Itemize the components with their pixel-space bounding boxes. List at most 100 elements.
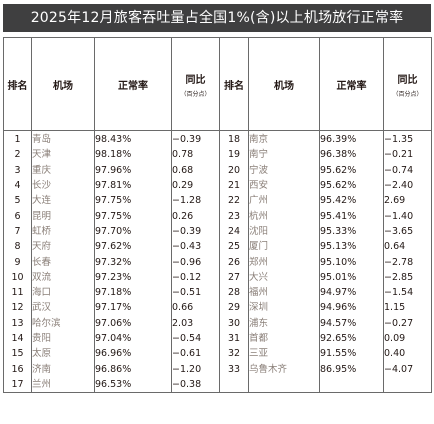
header-rate-2: 正常率 (319, 37, 384, 131)
airport-cell: 重庆 (31, 162, 95, 178)
yoy-cell: −2.85 (383, 269, 432, 285)
airport-cell: 广州 (248, 193, 320, 209)
airport-cell: 天津 (31, 147, 95, 163)
rate-cell: 95.62% (319, 177, 384, 194)
rate-cell: 95.62% (319, 162, 384, 178)
airport-cell: 长沙 (31, 177, 95, 194)
rate-cell: 97.04% (94, 330, 172, 347)
rate-cell: 97.32% (94, 254, 172, 270)
rank-cell: 2 (3, 147, 32, 163)
rate-cell: 95.13% (319, 239, 384, 255)
table-row: 9 长春 97.32% −0.96 26 郑州 95.10% −2.78 (3, 254, 432, 270)
yoy-cell: 0.26 (171, 208, 220, 224)
rank-cell: 1 (3, 130, 32, 148)
rank-cell: 15 (3, 346, 32, 362)
table-row: 13 哈尔滨 97.06% 2.03 30 浦东 94.57% −0.27 (3, 315, 432, 331)
airport-cell (248, 376, 320, 393)
rate-cell: 95.42% (319, 193, 384, 209)
table-row: 2 天津 98.18% 0.78 19 南宁 96.38% −0.21 (3, 147, 432, 163)
yoy-cell: 0.66 (171, 300, 220, 316)
rank-cell: 11 (3, 284, 32, 301)
yoy-cell: −0.21 (383, 147, 432, 163)
airport-cell: 厦门 (248, 239, 320, 255)
rate-cell: 97.70% (94, 223, 172, 240)
table-row: 3 重庆 97.96% 0.68 20 宁波 95.62% −0.74 (3, 162, 432, 178)
rank-cell: 23 (219, 208, 249, 224)
rank-cell: 32 (219, 346, 249, 362)
table-row: 14 贵阳 97.04% −0.54 31 首都 92.65% 0.09 (3, 330, 432, 347)
airport-cell: 首都 (248, 330, 320, 347)
airport-cell: 济南 (31, 361, 95, 377)
yoy-cell: −0.74 (383, 162, 432, 178)
airport-cell: 贵阳 (31, 330, 95, 347)
airport-cell: 沈阳 (248, 223, 320, 240)
rate-cell: 91.55% (319, 346, 384, 362)
header-rate: 正常率 (94, 37, 172, 131)
header-yoy-label-2: 同比 (397, 74, 418, 86)
rank-cell: 9 (3, 254, 32, 270)
rank-cell: 6 (3, 208, 32, 224)
yoy-cell: −0.54 (171, 330, 220, 347)
airport-cell: 虹桥 (31, 223, 95, 240)
rate-cell: 94.97% (319, 284, 384, 301)
yoy-cell: 2.69 (383, 193, 432, 209)
rate-cell: 97.96% (94, 162, 172, 178)
airport-cell: 宁波 (248, 162, 320, 178)
table-row: 7 虹桥 97.70% −0.39 24 沈阳 95.33% −3.65 (3, 223, 432, 240)
yoy-cell: −1.28 (171, 193, 220, 209)
rate-cell: 97.17% (94, 300, 172, 316)
airport-cell: 海口 (31, 284, 95, 301)
rank-cell: 5 (3, 193, 32, 209)
rate-cell: 97.81% (94, 177, 172, 194)
rate-cell: 95.01% (319, 269, 384, 285)
yoy-cell: 1.15 (383, 300, 432, 316)
rate-cell: 97.23% (94, 269, 172, 285)
rank-cell: 4 (3, 177, 32, 194)
rank-cell: 30 (219, 315, 249, 331)
airport-cell: 哈尔滨 (31, 315, 95, 331)
rate-cell: 96.96% (94, 346, 172, 362)
rate-cell: 98.43% (94, 130, 172, 148)
table-row: 15 太原 96.96% −0.61 32 三亚 91.55% 0.40 (3, 346, 432, 362)
header-rank-2: 排名 (219, 37, 249, 131)
header-yoy-unit-2: （百分点） (392, 90, 423, 98)
rate-cell: 96.53% (94, 376, 172, 393)
table-row: 4 长沙 97.81% 0.29 21 西安 95.62% −2.40 (3, 177, 432, 194)
rank-cell: 13 (3, 315, 32, 331)
rank-cell: 29 (219, 300, 249, 316)
yoy-cell: −2.40 (383, 177, 432, 194)
header-rank: 排名 (3, 37, 32, 131)
rank-cell: 26 (219, 254, 249, 270)
rate-cell: 97.62% (94, 239, 172, 255)
table-row: 5 大连 97.75% −1.28 22 广州 95.42% 2.69 (3, 193, 432, 209)
airport-cell: 杭州 (248, 208, 320, 224)
rank-cell: 21 (219, 177, 249, 194)
yoy-cell: −0.61 (171, 346, 220, 362)
airport-cell: 昆明 (31, 208, 95, 224)
airport-cell: 天府 (31, 239, 95, 255)
yoy-cell: 0.40 (383, 346, 432, 362)
rate-cell: 97.75% (94, 208, 172, 224)
table-row: 12 武汉 97.17% 0.66 29 深圳 94.96% 1.15 (3, 300, 432, 316)
yoy-cell: −1.20 (171, 361, 220, 377)
rate-cell: 97.06% (94, 315, 172, 331)
airport-cell: 青岛 (31, 130, 95, 148)
table-row: 10 双流 97.23% −0.12 27 大兴 95.01% −2.85 (3, 269, 432, 285)
airport-cell: 大连 (31, 193, 95, 209)
rank-cell: 12 (3, 300, 32, 316)
table-row: 1 青岛 98.43% −0.39 18 南京 96.39% −1.35 (3, 130, 432, 148)
table-row: 17 兰州 96.53% −0.38 (3, 376, 432, 393)
yoy-cell: −1.54 (383, 284, 432, 301)
airport-cell: 兰州 (31, 376, 95, 393)
yoy-cell: 0.68 (171, 162, 220, 178)
yoy-cell: −1.40 (383, 208, 432, 224)
rate-cell: 97.18% (94, 284, 172, 301)
rate-cell: 95.41% (319, 208, 384, 224)
table-title: 2025年12月旅客吞吐量占全国1%(含)以上机场放行正常率 (3, 4, 431, 32)
airport-cell: 郑州 (248, 254, 320, 270)
airport-cell: 大兴 (248, 269, 320, 285)
rate-cell: 98.18% (94, 147, 172, 163)
rank-cell: 18 (219, 130, 249, 148)
